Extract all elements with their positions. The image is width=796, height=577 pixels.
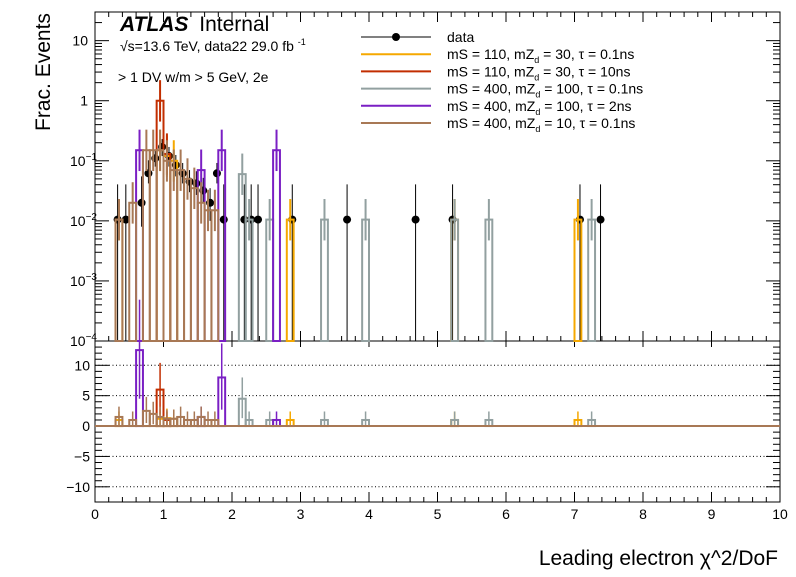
x-axis-label: Leading electron χ^2/DoF xyxy=(539,547,778,570)
bottom-y-tick-label: 5 xyxy=(82,388,90,404)
x-tick-label: 9 xyxy=(708,506,716,522)
x-tick-label: 10 xyxy=(772,506,788,522)
ratio-histogram xyxy=(114,396,220,428)
series-histogram xyxy=(114,129,220,342)
atlas-status: Internal xyxy=(199,13,269,36)
legend-label-main: mS = 400, mZ xyxy=(447,81,536,97)
atlas-brand: ATLAS xyxy=(119,13,188,36)
data-point xyxy=(343,215,352,224)
y-axis-label: Frac. Events xyxy=(32,13,55,131)
histogram-bar xyxy=(189,187,199,342)
bottom-panel-y-ticks: 10 5 0 −5 −10 xyxy=(66,340,780,495)
energy-lumi-text: √s=13.6 TeV, data22 29.0 fb xyxy=(120,38,294,54)
x-tick-label: 7 xyxy=(571,506,579,522)
histogram-bar xyxy=(162,152,172,342)
legend-label: data xyxy=(447,29,474,45)
bottom-y-tick-label: −5 xyxy=(74,448,90,464)
x-tick-label: 0 xyxy=(91,506,99,522)
y-tick-exponent: −3 xyxy=(86,272,98,283)
y-tick-label: 10−2 xyxy=(70,212,97,229)
legend-label-subscript: d xyxy=(535,107,540,117)
x-tick-label: 4 xyxy=(365,506,373,522)
y-tick-base: 10 xyxy=(70,213,86,229)
data-point xyxy=(411,215,420,224)
data-point xyxy=(137,198,146,207)
legend-label-subscript: d xyxy=(534,55,539,65)
legend-entry: mS = 400, mZd = 10, τ = 0.1ns xyxy=(361,115,635,134)
legend-label: mS = 400, mZd = 100, τ = 0.1ns xyxy=(447,81,643,100)
legend-entry: data xyxy=(361,29,474,45)
y-tick-exponent: −2 xyxy=(86,212,98,223)
legend-label-main: mS = 110, mZ xyxy=(447,46,535,62)
x-tick-label: 2 xyxy=(228,506,236,522)
x-tick-label: 5 xyxy=(434,506,442,522)
data-point xyxy=(212,169,221,178)
y-tick-exponent: −4 xyxy=(86,332,98,343)
y-tick-label: 10−3 xyxy=(70,272,97,289)
bottom-y-tick-label: 10 xyxy=(74,357,90,373)
histogram-bar xyxy=(162,155,172,342)
legend-entry: mS = 400, mZd = 100, τ = 0.1ns xyxy=(361,81,643,100)
bottom-y-tick-label: 0 xyxy=(82,418,90,434)
y-tick-label: 1 xyxy=(80,93,88,109)
top-panel-series xyxy=(113,80,605,342)
data-point xyxy=(254,215,263,224)
data-point xyxy=(121,215,130,224)
x-tick-label: 1 xyxy=(160,506,168,522)
legend-label: mS = 110, mZd = 30, τ = 10ns xyxy=(447,63,630,82)
legend-label-main: mS = 400, mZ xyxy=(447,98,536,114)
histogram-bar xyxy=(162,159,172,342)
series-histogram xyxy=(114,129,583,342)
ratio-histogram xyxy=(114,408,583,428)
energy-lumi-label: √s=13.6 TeV, data22 29.0 fb -1 xyxy=(120,37,306,54)
x-tick-label: 8 xyxy=(639,506,647,522)
bottom-panel-series xyxy=(95,299,780,428)
histogram-bar xyxy=(183,177,192,342)
histogram-bar xyxy=(169,169,179,342)
x-tick-label: 6 xyxy=(502,506,510,522)
legend-label-rest: = 30, τ = 10ns xyxy=(539,63,630,79)
legend-label-rest: = 100, τ = 2ns xyxy=(540,98,631,114)
legend-label-subscript: d xyxy=(535,124,540,134)
legend-label-rest: = 10, τ = 0.1ns xyxy=(540,115,635,131)
legend-label-subscript: d xyxy=(535,90,540,100)
legend-entry: mS = 400, mZd = 100, τ = 2ns xyxy=(361,98,631,117)
legend-entry: mS = 110, mZd = 30, τ = 0.1ns xyxy=(361,46,634,65)
legend-label: mS = 110, mZd = 30, τ = 0.1ns xyxy=(447,46,634,65)
data-point xyxy=(219,215,228,224)
y-tick-exponent: −1 xyxy=(86,152,98,163)
legend-marker xyxy=(392,33,400,41)
y-tick-label: 10 xyxy=(72,33,88,49)
y-tick-base: 10 xyxy=(70,273,86,289)
y-tick-label: 10−4 xyxy=(70,332,97,349)
selection-label: > 1 DV w/m > 5 GeV, 2e xyxy=(118,69,269,85)
histogram-bar xyxy=(155,149,165,342)
bottom-y-tick-label: −10 xyxy=(66,479,90,495)
histogram-bar xyxy=(272,149,281,342)
y-tick-base: 10 xyxy=(70,153,86,169)
histogram-bar xyxy=(176,169,186,342)
y-tick-label: 10−1 xyxy=(70,152,97,169)
legend-entry: mS = 110, mZd = 30, τ = 10ns xyxy=(361,63,630,82)
legend-label-rest: = 100, τ = 0.1ns xyxy=(540,81,643,97)
legend-label-rest: = 30, τ = 0.1ns xyxy=(539,46,634,62)
lumi-unit-exponent: -1 xyxy=(298,37,306,47)
legend-label: mS = 400, mZd = 100, τ = 2ns xyxy=(447,98,631,117)
legend-label-main: mS = 400, mZ xyxy=(447,115,536,131)
x-tick-label: 3 xyxy=(297,506,305,522)
x-axis-ticks: 0 1 2 3 4 5 6 7 8 9 10 xyxy=(91,12,788,522)
legend-label: mS = 400, mZd = 10, τ = 0.1ns xyxy=(447,115,635,134)
histogram-bar xyxy=(155,149,165,342)
legend-label-main: mS = 110, mZ xyxy=(447,63,535,79)
atlas-label: ATLAS Internal xyxy=(119,13,269,36)
data-point xyxy=(596,215,605,224)
y-tick-base: 10 xyxy=(70,333,86,349)
legend-label-subscript: d xyxy=(534,72,539,82)
bottom-panel-grid xyxy=(95,364,780,488)
histogram-bar xyxy=(148,149,158,342)
